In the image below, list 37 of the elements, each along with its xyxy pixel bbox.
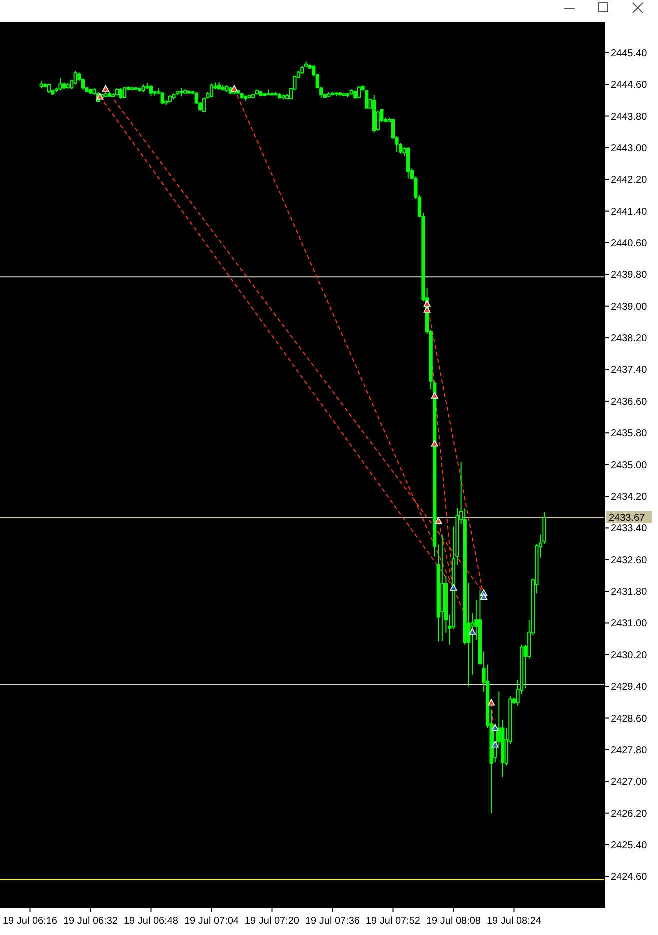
x-tick-label: 19 Jul 06:48: [124, 916, 179, 927]
y-tick-label: 2443.80: [611, 112, 648, 123]
y-tick-label: 2430.20: [611, 650, 648, 662]
ref-line-label: 2433.67: [609, 512, 646, 524]
y-tick-label: 2431.80: [611, 587, 648, 598]
y-tick-label: 2441.40: [611, 206, 648, 218]
x-tick-label: 19 Jul 07:04: [184, 916, 240, 927]
x-tick-label: 19 Jul 08:24: [487, 916, 542, 927]
y-tick-label: 2433.40: [611, 524, 648, 535]
y-tick-label: 2434.20: [611, 492, 648, 503]
y-tick-label: 2439.80: [611, 270, 648, 282]
x-tick-label: 19 Jul 07:52: [366, 916, 421, 927]
y-tick-label: 2427.80: [611, 745, 648, 756]
y-tick-label: 2442.20: [611, 175, 648, 186]
y-tick-label: 2426.20: [611, 808, 648, 820]
y-tick-label: 2445.40: [611, 48, 648, 60]
y-tick-label: 2444.60: [611, 80, 648, 92]
y-tick-label: 2438.20: [611, 334, 648, 345]
y-tick-label: 2435.00: [611, 460, 648, 472]
y-tick-label: 2436.60: [611, 396, 648, 408]
y-tick-label: 2432.60: [611, 555, 648, 566]
y-tick-label: 2429.40: [611, 682, 648, 694]
x-tick-label: 19 Jul 08:08: [426, 916, 482, 927]
y-tick-label: 2425.40: [611, 840, 648, 852]
x-tick-label: 19 Jul 07:36: [306, 916, 360, 927]
y-tick-label: 2440.60: [611, 238, 648, 250]
y-tick-label: 2428.60: [611, 714, 648, 725]
x-tick-label: 19 Jul 06:32: [64, 916, 118, 927]
x-tick-label: 19 Jul 07:20: [245, 916, 300, 927]
y-tick-label: 2439.00: [611, 302, 648, 313]
y-tick-label: 2435.80: [611, 428, 648, 440]
y-tick-label: 2424.60: [611, 872, 648, 884]
y-tick-label: 2427.00: [611, 777, 648, 788]
x-tick-label: 19 Jul 06:16: [3, 916, 58, 927]
y-tick-label: 2443.00: [611, 143, 648, 154]
y-tick-label: 2437.40: [611, 365, 648, 376]
y-tick-label: 2431.00: [611, 618, 648, 630]
